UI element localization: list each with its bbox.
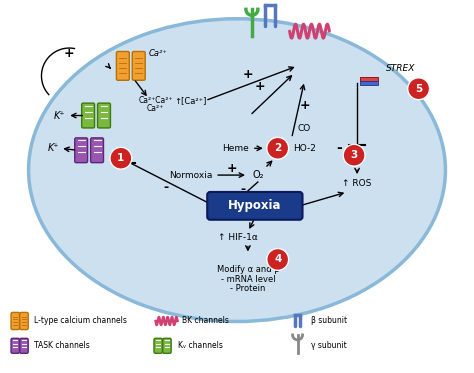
Ellipse shape [28, 19, 446, 322]
FancyBboxPatch shape [91, 138, 103, 163]
Text: ↑ HIF-1α: ↑ HIF-1α [218, 233, 258, 242]
Bar [360, 77, 378, 81]
Text: +: + [243, 68, 253, 81]
Text: +: + [299, 99, 310, 112]
Text: HO-2: HO-2 [293, 144, 316, 153]
Text: 2: 2 [274, 143, 282, 153]
Text: Kᵥ channels: Kᵥ channels [178, 341, 223, 350]
Text: CO: CO [298, 124, 311, 133]
Text: -: - [337, 141, 342, 155]
Text: +: + [64, 47, 74, 60]
FancyBboxPatch shape [154, 338, 163, 353]
FancyBboxPatch shape [20, 313, 28, 330]
FancyBboxPatch shape [82, 103, 95, 128]
Text: Normoxia: Normoxia [169, 170, 212, 179]
Text: 1: 1 [117, 153, 125, 163]
Text: Ca²⁺Ca²⁺: Ca²⁺Ca²⁺ [138, 96, 173, 105]
Text: - Protein: - Protein [230, 284, 265, 293]
Text: ↑ ROS: ↑ ROS [342, 179, 372, 188]
Text: K⁺: K⁺ [47, 143, 59, 153]
Text: STREX: STREX [386, 65, 415, 73]
Circle shape [110, 147, 132, 169]
Text: +: + [227, 162, 237, 175]
Text: -: - [163, 182, 168, 194]
Text: Heme: Heme [222, 144, 248, 153]
Circle shape [343, 144, 365, 166]
Text: O₂: O₂ [252, 170, 264, 180]
Text: BK channels: BK channels [182, 317, 229, 326]
FancyBboxPatch shape [11, 338, 19, 353]
Circle shape [408, 78, 429, 100]
Text: 5: 5 [415, 84, 422, 94]
FancyBboxPatch shape [117, 51, 129, 80]
FancyBboxPatch shape [20, 338, 28, 353]
Text: K⁺: K⁺ [54, 110, 65, 120]
Text: Ca²⁺: Ca²⁺ [149, 48, 167, 57]
FancyBboxPatch shape [163, 338, 171, 353]
Text: TASK channels: TASK channels [34, 341, 89, 350]
Text: 4: 4 [274, 254, 282, 264]
FancyBboxPatch shape [98, 103, 110, 128]
FancyBboxPatch shape [75, 138, 88, 163]
Text: ↑[Ca²⁺]: ↑[Ca²⁺] [174, 96, 207, 105]
Text: Ca²⁺: Ca²⁺ [147, 104, 164, 113]
Text: Modify α and β: Modify α and β [217, 265, 279, 274]
Text: β subunit: β subunit [311, 317, 347, 326]
Text: Hypoxia: Hypoxia [228, 199, 282, 212]
Text: L-type calcium channels: L-type calcium channels [34, 317, 127, 326]
Text: γ subunit: γ subunit [311, 341, 347, 350]
Text: - mRNA level: - mRNA level [220, 275, 275, 284]
Text: -: - [240, 184, 246, 197]
Text: +: + [255, 80, 265, 93]
FancyBboxPatch shape [11, 313, 19, 330]
FancyBboxPatch shape [132, 51, 145, 80]
Bar [360, 81, 378, 85]
Circle shape [267, 248, 289, 270]
Text: 3: 3 [350, 150, 358, 160]
Circle shape [267, 137, 289, 159]
FancyBboxPatch shape [207, 192, 302, 220]
